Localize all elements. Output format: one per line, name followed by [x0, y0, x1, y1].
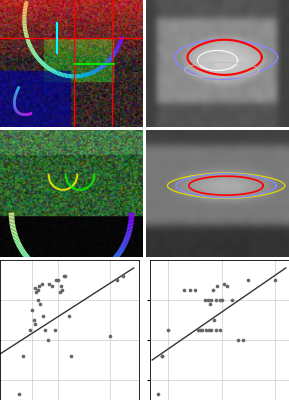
- Point: [63, 273, 67, 279]
- Point: [205, 297, 210, 303]
- Point: [203, 327, 208, 333]
- Point: [217, 327, 222, 333]
- Point: [160, 353, 164, 359]
- Point: [196, 327, 201, 333]
- Point: [56, 277, 61, 283]
- Point: [60, 287, 65, 293]
- Point: [166, 327, 171, 333]
- Point: [37, 283, 41, 289]
- Point: [21, 353, 26, 359]
- Point: [108, 333, 113, 339]
- Point: [235, 337, 240, 343]
- Point: [47, 281, 52, 287]
- Point: [207, 327, 211, 333]
- Point: [35, 287, 40, 293]
- Point: [246, 277, 251, 283]
- Point: [160, 353, 164, 359]
- Point: [209, 327, 213, 333]
- Point: [182, 287, 187, 293]
- Point: [50, 283, 54, 289]
- Point: [187, 287, 192, 293]
- Point: [69, 353, 74, 359]
- Point: [211, 287, 215, 293]
- Point: [273, 277, 277, 283]
- Point: [121, 273, 126, 279]
- Point: [30, 307, 35, 313]
- Point: [59, 283, 63, 289]
- Point: [225, 283, 229, 289]
- Point: [61, 273, 66, 279]
- Point: [38, 301, 42, 307]
- Point: [214, 297, 219, 303]
- Point: [155, 391, 160, 397]
- Point: [208, 301, 212, 307]
- Point: [217, 297, 222, 303]
- Point: [34, 289, 39, 295]
- Point: [33, 321, 37, 327]
- Point: [212, 317, 216, 323]
- Point: [66, 313, 71, 319]
- Point: [53, 277, 58, 283]
- Point: [43, 327, 48, 333]
- Point: [219, 297, 224, 303]
- Point: [27, 327, 32, 333]
- Point: [52, 327, 57, 333]
- Point: [46, 337, 50, 343]
- Point: [32, 317, 36, 323]
- Point: [17, 391, 22, 397]
- Point: [193, 287, 197, 293]
- Point: [198, 327, 203, 333]
- Point: [39, 281, 44, 287]
- Point: [200, 327, 205, 333]
- Point: [241, 337, 245, 343]
- Point: [202, 297, 207, 303]
- Point: [214, 327, 219, 333]
- Point: [40, 313, 45, 319]
- Point: [33, 285, 37, 291]
- Point: [58, 289, 62, 295]
- Point: [209, 297, 213, 303]
- Point: [221, 281, 226, 287]
- Point: [114, 277, 119, 283]
- Point: [230, 297, 235, 303]
- Point: [35, 297, 40, 303]
- Point: [215, 283, 220, 289]
